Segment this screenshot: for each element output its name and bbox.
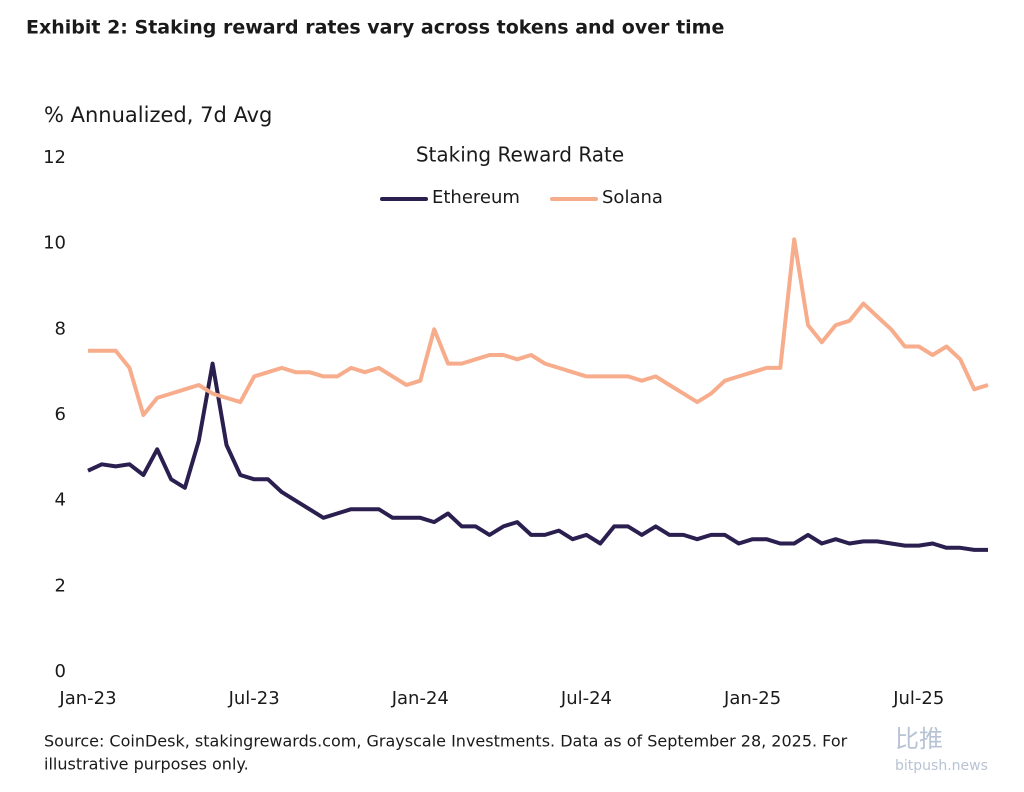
- y-tick-label: 4: [55, 490, 66, 511]
- chart-title: Staking Reward Rate: [416, 143, 624, 167]
- y-tick-label: 10: [43, 233, 66, 254]
- page-title: Exhibit 2: Staking reward rates vary acr…: [26, 17, 724, 39]
- x-tick-label: Jan-25: [723, 688, 781, 709]
- line-series: [87, 361, 988, 552]
- legend-label: Ethereum: [432, 187, 520, 208]
- y-tick-label: 6: [55, 404, 66, 425]
- legend-label: Solana: [602, 187, 663, 208]
- x-tick-label: Jan-23: [58, 688, 116, 709]
- source-note: illustrative purposes only.: [44, 755, 249, 774]
- y-tick-label: 0: [55, 661, 66, 682]
- y-axis-label: % Annualized, 7d Avg: [44, 103, 272, 127]
- watermark: bitpush.news: [895, 758, 988, 774]
- watermark: 比推: [895, 725, 943, 753]
- y-tick-label: 12: [43, 147, 66, 168]
- source-note: Source: CoinDesk, stakingrewards.com, Gr…: [44, 732, 848, 751]
- y-tick-label: 8: [55, 318, 66, 339]
- x-tick-label: Jan-24: [391, 688, 449, 709]
- x-tick-label: Jul-24: [560, 688, 612, 709]
- x-tick-label: Jul-25: [892, 688, 944, 709]
- x-tick-label: Jul-23: [228, 688, 280, 709]
- line-series: [88, 237, 989, 417]
- y-tick-label: 2: [55, 575, 66, 596]
